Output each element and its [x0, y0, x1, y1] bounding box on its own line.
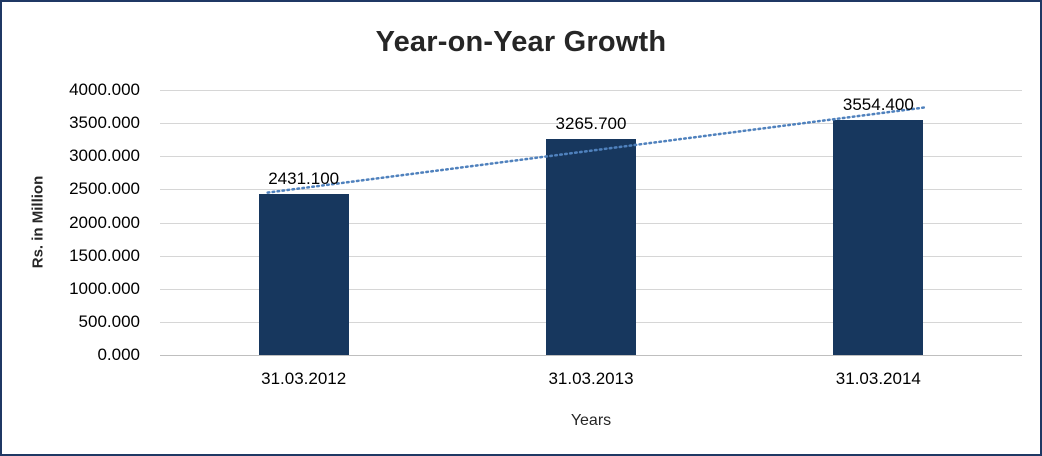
gridline — [160, 123, 1022, 125]
y-tick-label: 3500.000 — [69, 113, 140, 133]
bar-31.03.2013 — [546, 138, 636, 355]
data-label: 3265.700 — [555, 113, 627, 133]
y-tick-label: 3000.000 — [69, 146, 140, 166]
y-tick-label: 2000.000 — [69, 212, 140, 232]
trendline-path — [266, 105, 928, 194]
bar-31.03.2012 — [258, 193, 349, 355]
data-label: 3554.400 — [842, 94, 914, 114]
y-tick-label: 1500.000 — [69, 245, 140, 265]
y-tick-label: 500.000 — [78, 311, 140, 331]
x-axis-tick-labels: 31.03.2012 31.03.2013 31.03.2014 — [160, 369, 1022, 391]
y-tick-label: 4000.000 — [69, 80, 140, 99]
y-tick-label: 1000.000 — [69, 278, 140, 298]
plot-area: 2431.100 3265.700 3554.400 — [160, 90, 1022, 356]
bar-31.03.2014 — [833, 119, 924, 355]
y-tick-label: 0.000 — [97, 345, 140, 364]
chart-title: Year-on-Year Growth — [375, 26, 667, 58]
trendline — [266, 105, 928, 194]
x-tick-label: 31.03.2012 — [261, 369, 347, 388]
x-tick-label: 31.03.2013 — [548, 369, 634, 388]
y-axis-tick-labels: 0.000 500.000 1000.000 1500.000 2000.000 2500… — [2, 80, 150, 364]
gridline — [160, 90, 1022, 91]
x-axis-title: Years — [570, 412, 612, 429]
x-tick-label: 31.03.2014 — [835, 369, 921, 388]
y-tick-label: 2500.000 — [69, 179, 140, 199]
x-axis-line — [160, 355, 1022, 356]
data-label: 2431.100 — [268, 168, 340, 188]
